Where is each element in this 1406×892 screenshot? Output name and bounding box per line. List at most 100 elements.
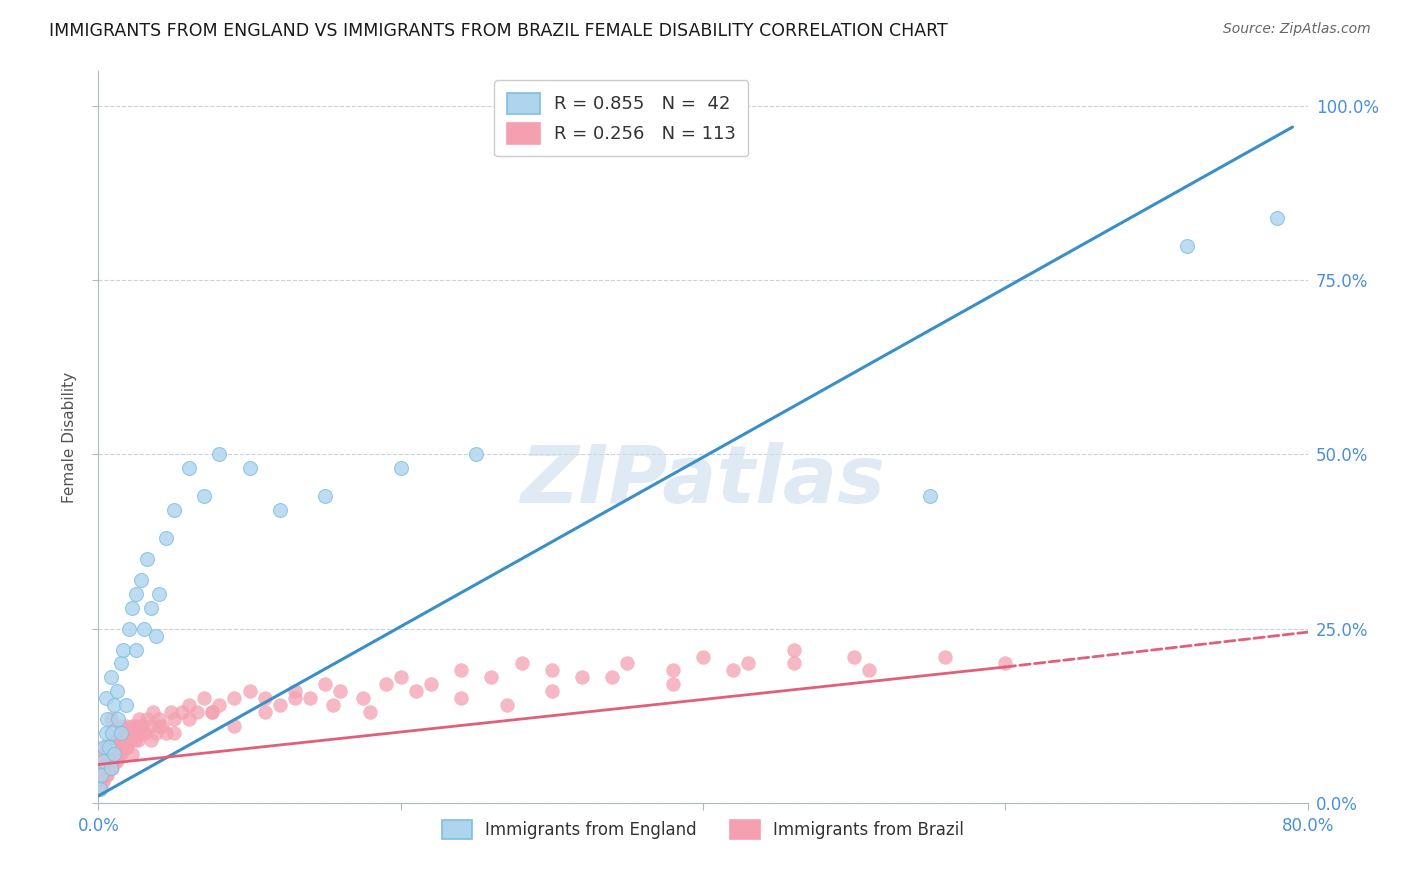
Point: [737, 657, 759, 671]
Point: [179, 712, 201, 726]
Point: [105, 733, 128, 747]
Point: [110, 733, 132, 747]
Point: [89, 781, 111, 796]
Point: [90, 775, 112, 789]
Point: [114, 740, 136, 755]
Point: [139, 719, 162, 733]
Point: [100, 761, 122, 775]
Point: [98, 740, 121, 755]
Point: [110, 657, 132, 671]
Point: [163, 726, 186, 740]
Point: [329, 684, 352, 698]
Point: [105, 754, 128, 768]
Point: [122, 726, 145, 740]
Point: [94, 726, 117, 740]
Point: [107, 740, 129, 755]
Point: [115, 740, 138, 755]
Point: [450, 664, 472, 678]
Point: [148, 587, 170, 601]
Point: [128, 712, 150, 726]
Point: [692, 649, 714, 664]
Text: ZIPatlas: ZIPatlas: [520, 442, 886, 520]
Point: [105, 747, 128, 761]
Point: [108, 747, 131, 761]
Point: [96, 712, 118, 726]
Point: [100, 761, 122, 775]
Point: [224, 719, 246, 733]
Point: [170, 705, 193, 719]
Point: [96, 768, 118, 782]
Point: [571, 670, 593, 684]
Point: [201, 705, 224, 719]
Point: [100, 670, 122, 684]
Y-axis label: Female Disability: Female Disability: [62, 371, 77, 503]
Point: [155, 531, 177, 545]
Point: [141, 733, 163, 747]
Point: [90, 761, 112, 775]
Point: [1267, 211, 1289, 225]
Point: [299, 691, 322, 706]
Point: [934, 649, 956, 664]
Point: [994, 657, 1017, 671]
Point: [93, 761, 115, 775]
Point: [98, 740, 121, 755]
Point: [96, 747, 118, 761]
Point: [94, 754, 117, 768]
Point: [91, 775, 114, 789]
Point: [495, 698, 517, 713]
Point: [602, 670, 624, 684]
Point: [101, 754, 124, 768]
Point: [150, 719, 173, 733]
Point: [148, 712, 170, 726]
Point: [465, 448, 488, 462]
Point: [93, 740, 115, 755]
Point: [145, 726, 167, 740]
Point: [142, 705, 165, 719]
Point: [101, 726, 124, 740]
Point: [141, 600, 163, 615]
Point: [120, 733, 142, 747]
Point: [1175, 238, 1198, 252]
Point: [110, 719, 132, 733]
Point: [314, 489, 336, 503]
Point: [844, 649, 866, 664]
Point: [186, 705, 208, 719]
Point: [118, 622, 141, 636]
Point: [858, 664, 880, 678]
Legend: Immigrants from England, Immigrants from Brazil: Immigrants from England, Immigrants from…: [434, 814, 972, 846]
Point: [389, 670, 412, 684]
Point: [110, 726, 132, 740]
Point: [374, 677, 396, 691]
Point: [125, 642, 148, 657]
Point: [616, 657, 638, 671]
Point: [103, 733, 125, 747]
Point: [89, 781, 111, 796]
Point: [94, 691, 117, 706]
Point: [420, 677, 443, 691]
Point: [201, 705, 224, 719]
Point: [105, 684, 128, 698]
Point: [114, 719, 136, 733]
Point: [132, 726, 155, 740]
Point: [389, 461, 412, 475]
Point: [100, 747, 122, 761]
Point: [239, 461, 262, 475]
Point: [93, 747, 115, 761]
Point: [269, 503, 291, 517]
Point: [104, 754, 127, 768]
Point: [450, 691, 472, 706]
Point: [783, 642, 806, 657]
Point: [93, 740, 115, 755]
Point: [101, 740, 124, 755]
Point: [129, 573, 152, 587]
Point: [101, 761, 124, 775]
Point: [104, 740, 127, 755]
Point: [510, 657, 533, 671]
Point: [160, 705, 183, 719]
Point: [90, 768, 112, 782]
Text: Source: ZipAtlas.com: Source: ZipAtlas.com: [1223, 22, 1371, 37]
Point: [239, 684, 262, 698]
Point: [135, 552, 157, 566]
Point: [179, 461, 201, 475]
Point: [96, 761, 118, 775]
